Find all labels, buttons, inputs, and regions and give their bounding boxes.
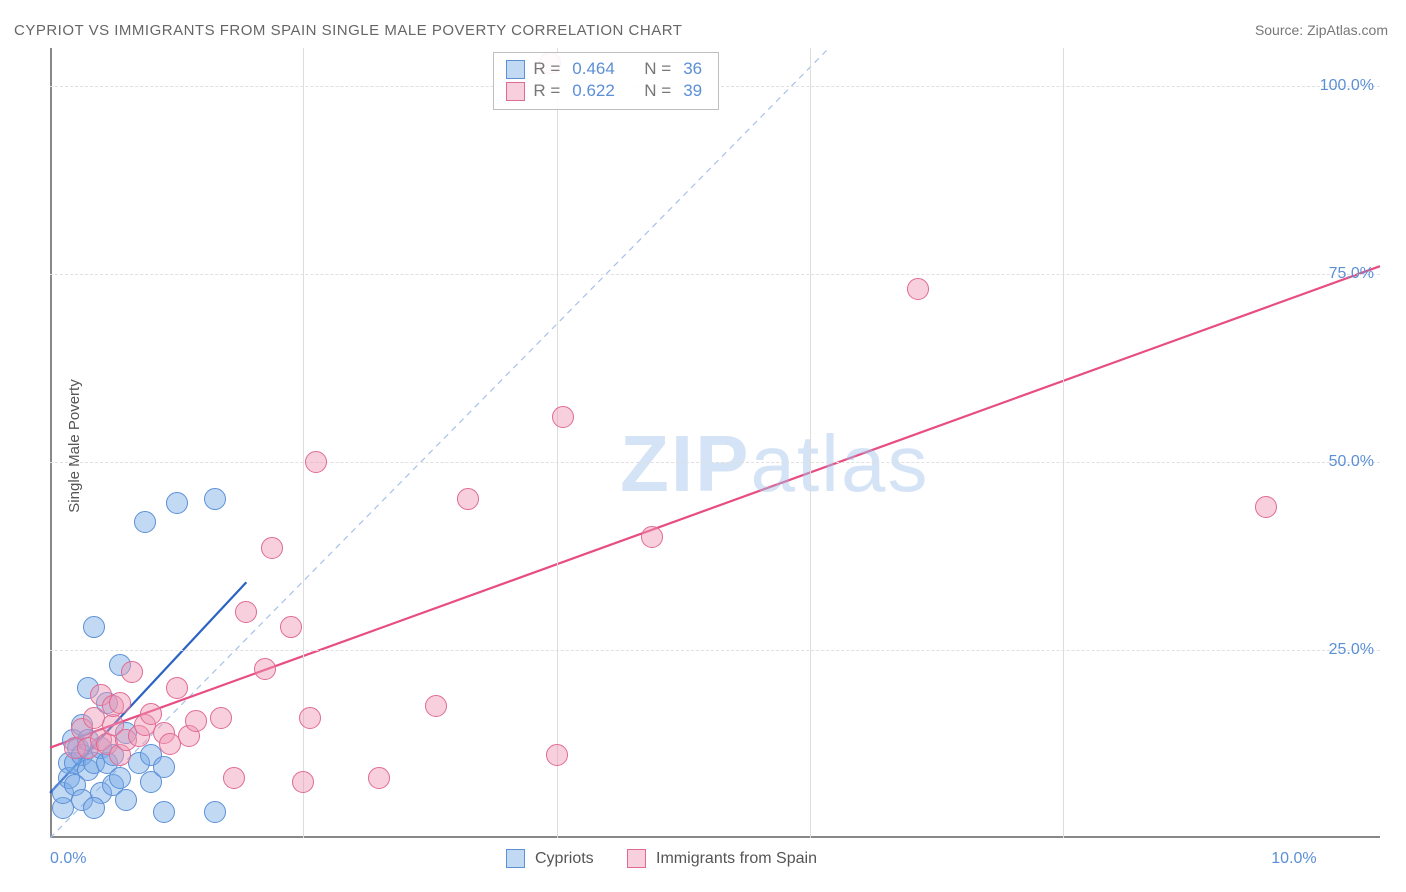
legend-stats-row: R = 0.464 N = 36: [506, 59, 706, 79]
data-point: [305, 451, 327, 473]
legend-series: Cypriots Immigrants from Spain: [506, 849, 817, 868]
y-tick-label: 50.0%: [1329, 453, 1374, 471]
data-point: [254, 658, 276, 680]
trend-lines-layer: [50, 48, 1380, 838]
legend-N-label: N =: [644, 59, 671, 79]
chart-container: CYPRIOT VS IMMIGRANTS FROM SPAIN SINGLE …: [0, 0, 1406, 892]
data-point: [457, 488, 479, 510]
legend-R-label: R =: [533, 59, 560, 79]
data-point: [115, 789, 137, 811]
legend-swatch: [627, 849, 646, 868]
data-point: [546, 744, 568, 766]
data-point: [166, 677, 188, 699]
grid-line-vertical: [1063, 48, 1064, 838]
data-point: [83, 616, 105, 638]
data-point: [641, 526, 663, 548]
source-prefix: Source:: [1255, 22, 1307, 38]
data-point: [907, 278, 929, 300]
legend-R-label: R =: [533, 81, 560, 101]
legend-series-label: Cypriots: [535, 850, 594, 868]
data-point: [83, 797, 105, 819]
data-point: [153, 756, 175, 778]
data-point: [204, 488, 226, 510]
x-tick-label: 0.0%: [50, 850, 86, 868]
data-point: [166, 492, 188, 514]
legend-stats: R = 0.464 N = 36R = 0.622 N = 39: [493, 52, 719, 110]
data-point: [235, 601, 257, 623]
data-point: [261, 537, 283, 559]
source-label: Source: ZipAtlas.com: [1255, 22, 1388, 38]
grid-line-horizontal: [50, 650, 1380, 651]
data-point: [1255, 496, 1277, 518]
y-tick-label: 25.0%: [1329, 641, 1374, 659]
source-site: ZipAtlas.com: [1307, 22, 1388, 38]
legend-N-label: N =: [644, 81, 671, 101]
legend-N-value: 39: [683, 81, 702, 101]
data-point: [134, 511, 156, 533]
legend-swatch: [506, 60, 525, 79]
legend-stats-row: R = 0.622 N = 39: [506, 81, 706, 101]
legend-swatch: [506, 849, 525, 868]
grid-line-vertical: [557, 48, 558, 838]
legend-series-label: Immigrants from Spain: [656, 850, 817, 868]
data-point: [368, 767, 390, 789]
legend-N-value: 36: [683, 59, 702, 79]
plot-area: ZIPatlas 25.0%50.0%75.0%100.0%0.0%10.0%R…: [50, 48, 1380, 838]
chart-title: CYPRIOT VS IMMIGRANTS FROM SPAIN SINGLE …: [14, 22, 682, 39]
data-point: [223, 767, 245, 789]
y-tick-label: 100.0%: [1320, 77, 1374, 95]
data-point: [210, 707, 232, 729]
grid-line-horizontal: [50, 462, 1380, 463]
data-point: [153, 801, 175, 823]
data-point: [109, 767, 131, 789]
legend-swatch: [506, 82, 525, 101]
data-point: [425, 695, 447, 717]
legend-R-value: 0.622: [572, 81, 615, 101]
grid-line-vertical: [810, 48, 811, 838]
data-point: [299, 707, 321, 729]
data-point: [552, 406, 574, 428]
grid-line-horizontal: [50, 274, 1380, 275]
data-point: [185, 710, 207, 732]
data-point: [204, 801, 226, 823]
legend-R-value: 0.464: [572, 59, 615, 79]
data-point: [109, 692, 131, 714]
data-point: [280, 616, 302, 638]
y-tick-label: 75.0%: [1329, 265, 1374, 283]
x-tick-label: 10.0%: [1271, 850, 1316, 868]
data-point: [292, 771, 314, 793]
data-point: [121, 661, 143, 683]
